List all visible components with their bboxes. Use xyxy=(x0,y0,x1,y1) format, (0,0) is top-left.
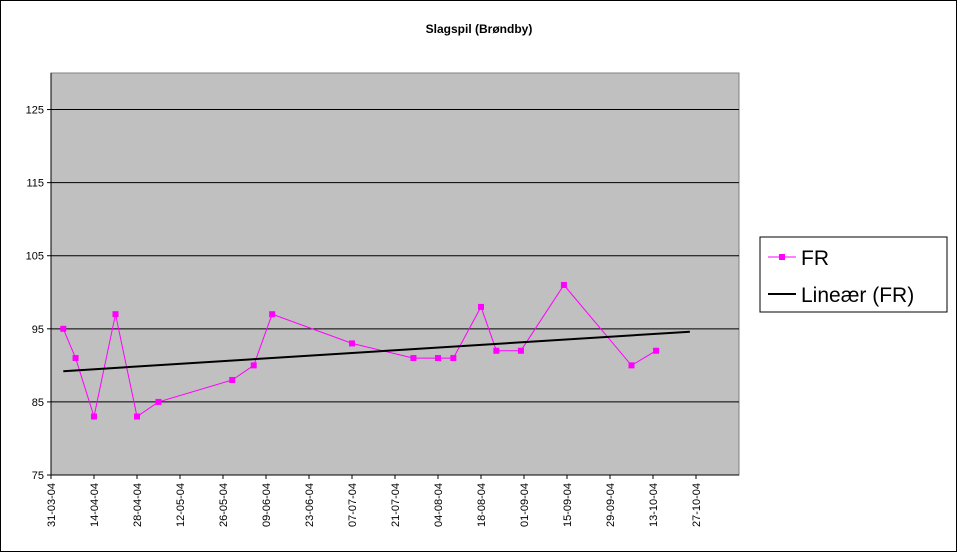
data-point xyxy=(269,311,276,318)
data-point xyxy=(229,376,236,383)
x-tick-label: 04-08-04 xyxy=(433,483,445,527)
data-point xyxy=(112,311,119,318)
x-tick-label: 15-09-04 xyxy=(562,483,574,527)
data-point xyxy=(435,355,441,362)
data-point xyxy=(517,347,524,354)
legend-box xyxy=(759,236,948,313)
data-point xyxy=(478,303,484,310)
y-axis: 75 85 95 105 115 125 xyxy=(26,73,52,482)
data-point xyxy=(250,362,257,369)
data-point xyxy=(628,362,635,369)
gridlines xyxy=(51,109,739,403)
x-tick-label: 31-03-04 xyxy=(46,483,58,527)
y-tick-label: 105 xyxy=(26,251,44,263)
legend: FR Lineær (FR) xyxy=(759,236,948,313)
series-layer xyxy=(60,281,690,420)
data-point xyxy=(134,413,140,420)
y-tick-label: 85 xyxy=(32,397,44,409)
plot-area xyxy=(50,72,740,476)
data-point xyxy=(155,398,162,405)
x-tick-label: 27-10-04 xyxy=(691,483,703,527)
x-tick-label: 07-07-04 xyxy=(347,483,359,527)
data-point xyxy=(560,281,567,288)
x-tick-label: 28-04-04 xyxy=(132,483,144,527)
legend-label-trend: Lineær (FR) xyxy=(801,284,914,307)
x-tick-label: 09-06-04 xyxy=(261,483,273,527)
x-tick-label: 12-05-04 xyxy=(175,483,187,527)
legend-marker-fr xyxy=(779,254,785,260)
data-point xyxy=(493,347,500,354)
data-point xyxy=(653,347,660,354)
data-point xyxy=(91,413,97,420)
y-tick-label: 125 xyxy=(26,105,44,117)
x-tick-label: 23-06-04 xyxy=(304,483,316,527)
chart-title: Slagspil (Brøndby) xyxy=(426,22,533,36)
y-tick-label: 115 xyxy=(26,178,44,190)
data-point xyxy=(60,325,67,332)
x-tick-label: 13-10-04 xyxy=(648,483,660,527)
data-point xyxy=(349,340,355,347)
data-point xyxy=(72,355,79,362)
data-point xyxy=(450,355,457,362)
x-tick-label: 26-05-04 xyxy=(218,483,230,527)
x-tick-label: 18-08-04 xyxy=(476,483,488,527)
x-axis: 31-03-04 14-04-04 28-04-04 12-05-04 26-05-04… xyxy=(46,474,739,527)
y-tick-label: 95 xyxy=(32,324,44,336)
legend-label-fr: FR xyxy=(801,247,829,270)
x-tick-label: 01-09-04 xyxy=(519,483,531,527)
y-tick-label: 75 xyxy=(32,470,44,482)
x-tick-label: 14-04-04 xyxy=(89,483,101,527)
x-tick-label: 29-09-04 xyxy=(605,483,617,527)
x-tick-label: 21-07-04 xyxy=(390,483,402,527)
data-point xyxy=(410,355,417,362)
trendline xyxy=(63,330,690,373)
